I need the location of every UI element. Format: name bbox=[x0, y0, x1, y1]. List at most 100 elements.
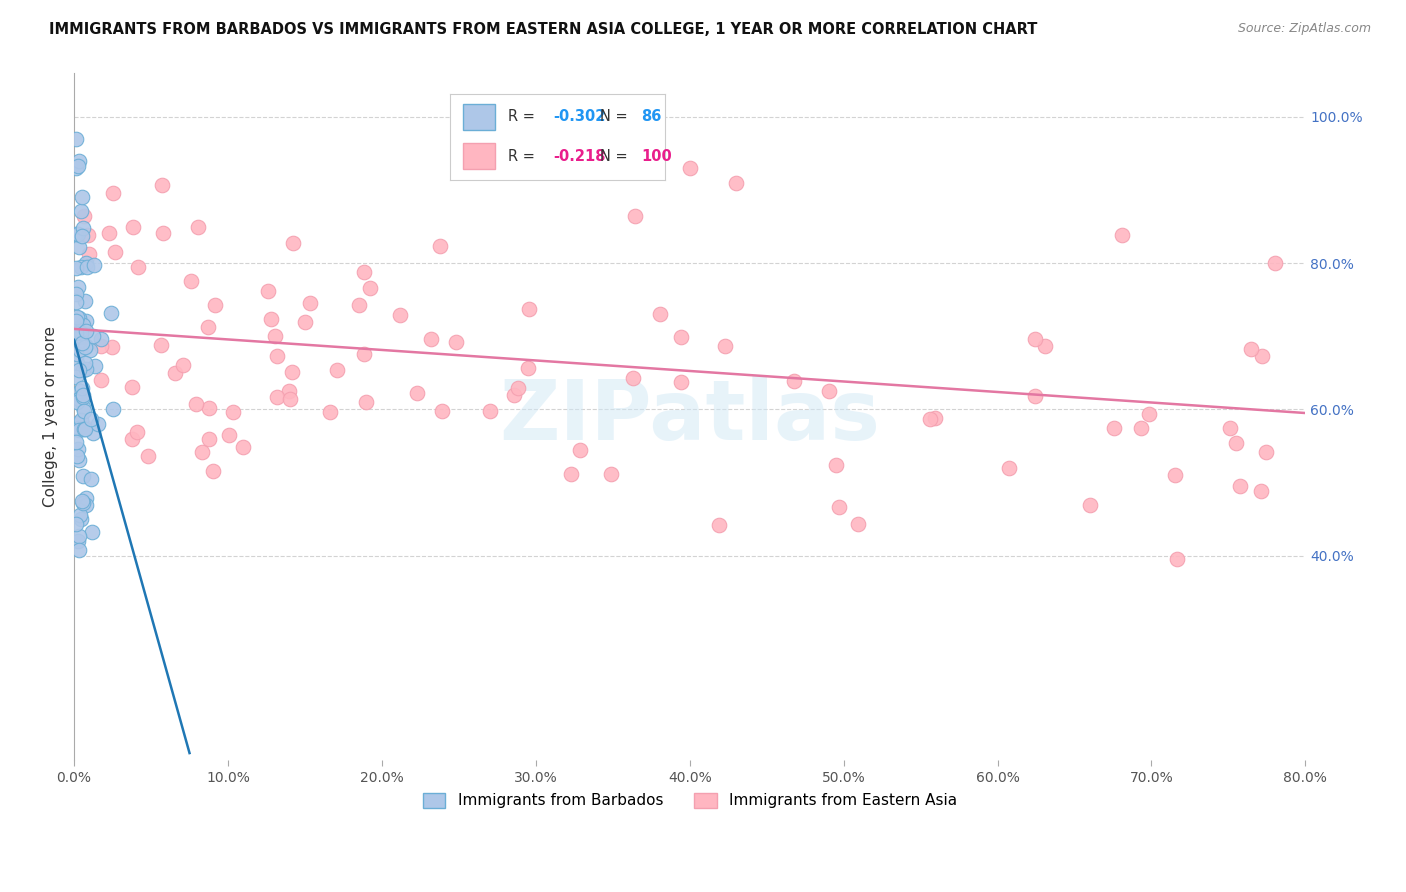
Point bbox=[66, 227, 89, 241]
Point bbox=[67, 311, 90, 326]
Point bbox=[83, 258, 105, 272]
Point bbox=[478, 404, 501, 418]
Point bbox=[101, 340, 124, 354]
Point bbox=[1229, 478, 1251, 492]
Point bbox=[319, 405, 342, 419]
Point bbox=[67, 417, 90, 431]
Point bbox=[1225, 435, 1247, 450]
Point bbox=[1024, 389, 1046, 403]
Point bbox=[80, 525, 103, 540]
Point bbox=[669, 330, 692, 344]
Point bbox=[70, 390, 93, 404]
Point bbox=[669, 375, 692, 389]
Point bbox=[66, 310, 89, 325]
Point bbox=[1111, 228, 1133, 243]
Point bbox=[75, 491, 97, 506]
Point bbox=[152, 227, 174, 241]
Point bbox=[266, 349, 288, 363]
Point bbox=[621, 370, 644, 384]
Point bbox=[1256, 445, 1278, 459]
Point bbox=[65, 326, 87, 340]
Point bbox=[75, 420, 97, 434]
Point bbox=[101, 186, 124, 201]
Point bbox=[69, 329, 91, 343]
Point bbox=[125, 425, 148, 439]
Point bbox=[1129, 421, 1152, 435]
Point bbox=[232, 440, 254, 454]
Point bbox=[186, 219, 208, 234]
Point bbox=[75, 255, 97, 269]
Point bbox=[72, 495, 94, 509]
Point bbox=[70, 381, 93, 395]
Point bbox=[197, 319, 219, 334]
Point bbox=[256, 284, 278, 298]
Point bbox=[66, 356, 89, 370]
Point bbox=[66, 442, 89, 456]
Point bbox=[65, 370, 87, 384]
Point bbox=[66, 450, 89, 464]
Point bbox=[65, 323, 87, 337]
Point bbox=[1240, 342, 1263, 356]
Point bbox=[69, 326, 91, 340]
Point bbox=[998, 460, 1021, 475]
Point bbox=[517, 301, 540, 316]
Point bbox=[72, 388, 94, 402]
Text: ZIPatlas: ZIPatlas bbox=[499, 376, 880, 458]
Point bbox=[724, 176, 747, 190]
Point bbox=[82, 425, 104, 440]
Point bbox=[90, 373, 112, 387]
Point bbox=[198, 432, 221, 446]
Point bbox=[66, 395, 89, 409]
Point bbox=[389, 308, 412, 322]
Point bbox=[66, 533, 89, 548]
Legend: Immigrants from Barbados, Immigrants from Eastern Asia: Immigrants from Barbados, Immigrants fro… bbox=[416, 787, 963, 814]
Point bbox=[1219, 421, 1241, 435]
Point bbox=[1166, 552, 1188, 566]
Point bbox=[67, 423, 90, 437]
Point bbox=[266, 390, 288, 404]
Point bbox=[72, 335, 94, 350]
Point bbox=[150, 178, 173, 192]
Point bbox=[650, 307, 672, 321]
Point bbox=[87, 417, 110, 431]
Point bbox=[72, 469, 94, 483]
Point bbox=[65, 161, 87, 175]
Point bbox=[72, 209, 94, 223]
Point bbox=[70, 494, 93, 508]
Point bbox=[184, 397, 207, 411]
Point bbox=[599, 467, 621, 481]
Point bbox=[278, 392, 301, 406]
Point bbox=[506, 381, 529, 395]
Point bbox=[679, 161, 702, 175]
Point bbox=[73, 422, 96, 436]
Point bbox=[517, 361, 540, 376]
Point bbox=[70, 512, 93, 526]
Point bbox=[75, 339, 97, 353]
Point bbox=[65, 227, 87, 242]
Point bbox=[347, 298, 370, 312]
Point bbox=[104, 245, 127, 260]
Point bbox=[66, 347, 89, 361]
Point bbox=[75, 314, 97, 328]
Point bbox=[65, 261, 87, 276]
Point bbox=[82, 329, 104, 343]
Point bbox=[824, 458, 846, 472]
Point bbox=[294, 315, 316, 329]
Point bbox=[707, 518, 730, 533]
Point bbox=[98, 227, 121, 241]
Point bbox=[70, 412, 93, 426]
Point bbox=[73, 294, 96, 309]
Point bbox=[77, 228, 100, 243]
Point bbox=[67, 392, 90, 406]
Point bbox=[69, 343, 91, 358]
Point bbox=[100, 305, 122, 319]
Point bbox=[846, 516, 869, 531]
Point bbox=[83, 359, 105, 374]
Point bbox=[67, 363, 90, 377]
Point bbox=[72, 390, 94, 404]
Point bbox=[624, 210, 647, 224]
Point bbox=[121, 432, 143, 446]
Point bbox=[218, 427, 240, 442]
Point bbox=[444, 335, 467, 350]
Point bbox=[420, 332, 443, 346]
